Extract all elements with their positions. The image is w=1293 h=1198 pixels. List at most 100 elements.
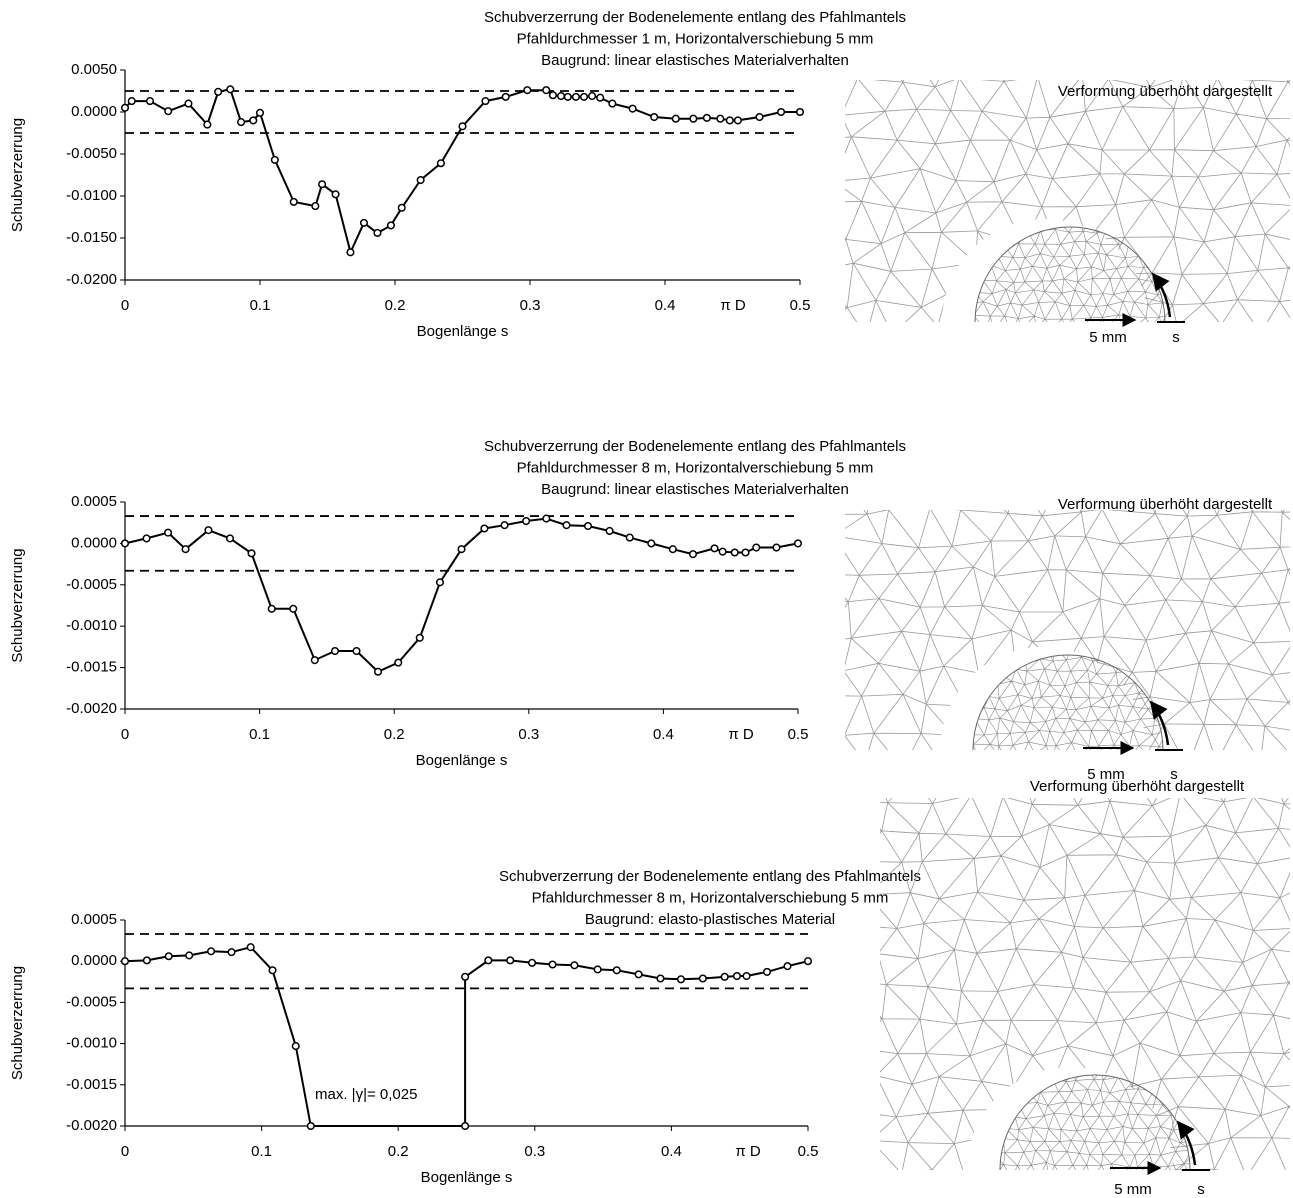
data-point: [650, 112, 659, 122]
data-point: [120, 103, 130, 112]
data-point: [605, 526, 614, 536]
data-point: [249, 116, 258, 125]
x-tick-label: 0.4: [661, 1143, 682, 1160]
data-point: [725, 116, 734, 125]
x-tick-label: 0: [121, 297, 129, 314]
y-tick-label: 0.0050: [71, 61, 117, 78]
data-point: [803, 957, 813, 966]
data-point: [702, 113, 711, 122]
data-point: [246, 943, 255, 952]
x-tick-label: 0.2: [384, 726, 405, 743]
y-tick-label: -0.0050: [66, 145, 117, 162]
x-tick-label: 0.3: [518, 726, 539, 743]
data-point: [634, 970, 643, 979]
arc-arrow: [1176, 1120, 1197, 1166]
data-point: [255, 108, 265, 117]
data-point: [583, 521, 593, 531]
y-tick-label: -0.0150: [66, 229, 117, 246]
scale-label: 5 mm: [1087, 766, 1125, 783]
scale-label: 5 mm: [1114, 1181, 1152, 1198]
data-point: [164, 107, 173, 116]
x-tick-label: 0.3: [524, 1143, 545, 1160]
data-point: [480, 524, 489, 533]
chart-title: Baugrund: linear elastisches Materialver…: [541, 52, 849, 69]
data-point: [120, 539, 130, 548]
y-tick-label: 0.0000: [71, 103, 117, 120]
data-point: [742, 971, 751, 981]
data-point: [522, 516, 531, 526]
data-point: [214, 87, 223, 96]
data-point: [435, 578, 445, 587]
x-tick-label: 0.4: [653, 726, 674, 743]
data-point: [741, 548, 750, 557]
data-point: [557, 91, 566, 101]
gap: [967, 1067, 1173, 1170]
x-tick-label: 0.4: [655, 297, 676, 314]
x-tick-label: 0.2: [385, 297, 406, 314]
data-point: [416, 175, 425, 185]
x-tick-label: 0.5: [788, 726, 809, 743]
data-point: [373, 667, 383, 676]
scale-label: 5 mm: [1089, 329, 1127, 346]
data-point: [237, 118, 246, 127]
y-tick-label: -0.0015: [66, 659, 117, 676]
data-point: [570, 961, 579, 970]
data-point: [310, 656, 319, 665]
data-point: [481, 97, 490, 106]
chart-title: Schubverzerrung der Bodenelemente entlan…: [484, 9, 906, 26]
y-axis-label: Schubverzerrung: [9, 966, 26, 1080]
data-point: [318, 180, 327, 189]
chart-title: Pfahldurchmesser 1 m, Horizontalverschie…: [517, 30, 874, 47]
data-point: [225, 534, 235, 543]
data-point: [461, 972, 470, 981]
data-point: [528, 958, 537, 967]
data-point: [268, 966, 277, 975]
x-tick-label: 0.1: [250, 297, 271, 314]
y-tick-label: -0.0010: [66, 1035, 117, 1052]
x-tick-label: 0: [121, 1143, 129, 1160]
data-point: [563, 92, 572, 101]
x-axis-label: Bogenlänge s: [421, 1169, 513, 1186]
data-point: [795, 107, 805, 117]
data-point: [671, 114, 680, 123]
data-point: [579, 92, 589, 101]
data-point: [291, 1042, 300, 1051]
data-point: [226, 85, 235, 94]
y-axis-label: Schubverzerrung: [9, 548, 26, 662]
x-axis-label: Bogenlänge s: [417, 323, 509, 340]
data-point: [120, 957, 130, 966]
data-point: [542, 86, 551, 95]
data-point: [311, 202, 320, 211]
data-point: [346, 248, 355, 257]
y-tick-label: 0.0000: [71, 534, 117, 551]
panel-caption: Verformung überhöht dargestellt: [1058, 496, 1273, 513]
data-point: [588, 91, 597, 101]
y-tick-label: -0.0015: [66, 1076, 117, 1093]
arc-label: s: [1170, 766, 1178, 783]
data-point: [207, 947, 216, 956]
data-point: [203, 120, 212, 129]
data-line: [124, 517, 799, 673]
arc-label: s: [1172, 329, 1180, 346]
data-point: [373, 228, 382, 238]
y-tick-label: 0.0005: [71, 911, 117, 928]
data-point: [145, 97, 155, 106]
chart-title: Pfahldurchmesser 8 m, Horizontalverschie…: [517, 459, 874, 476]
data-point: [668, 545, 677, 554]
data-point: [548, 91, 558, 100]
data-point: [461, 1121, 470, 1131]
data-point: [733, 116, 742, 125]
data-point: [718, 547, 727, 556]
data-point: [772, 543, 781, 552]
data-point: [127, 97, 136, 106]
panel-caption: Verformung überhöht dargestellt: [1030, 778, 1245, 795]
x-tick-label: 0.3: [520, 297, 541, 314]
data-point: [164, 528, 173, 537]
data-point: [596, 93, 605, 102]
data-point: [793, 539, 803, 548]
y-tick-label: -0.0020: [66, 1117, 117, 1134]
arc-label: s: [1197, 1181, 1205, 1198]
data-point: [625, 533, 634, 542]
data-point: [689, 114, 698, 123]
